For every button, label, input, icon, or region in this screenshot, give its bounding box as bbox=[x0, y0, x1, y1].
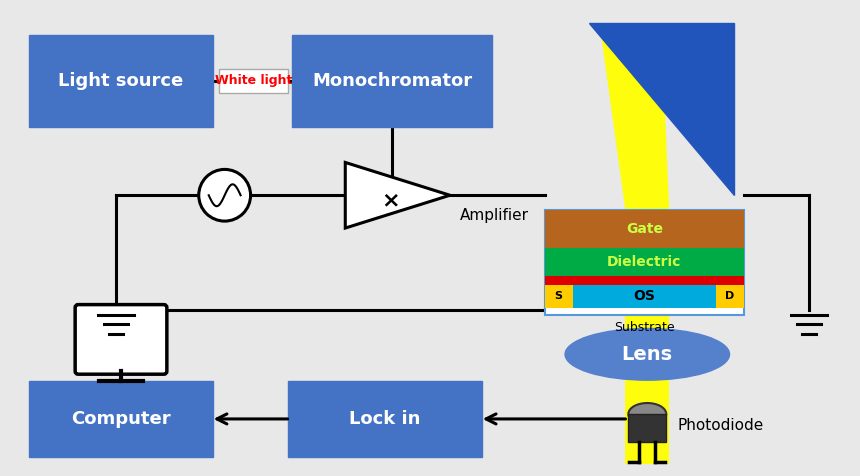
Text: D: D bbox=[725, 291, 734, 301]
Text: S: S bbox=[555, 291, 562, 301]
Text: Computer: Computer bbox=[71, 410, 171, 428]
Bar bbox=[544, 285, 573, 307]
Bar bbox=[218, 69, 288, 93]
Bar bbox=[716, 285, 744, 307]
Text: Lock in: Lock in bbox=[349, 410, 421, 428]
Text: White light: White light bbox=[215, 74, 292, 88]
FancyBboxPatch shape bbox=[29, 381, 212, 456]
FancyBboxPatch shape bbox=[29, 35, 212, 127]
Ellipse shape bbox=[629, 403, 666, 425]
Circle shape bbox=[199, 169, 250, 221]
Polygon shape bbox=[345, 162, 450, 228]
Bar bbox=[544, 210, 744, 248]
Text: OS: OS bbox=[633, 289, 655, 303]
Text: ×: × bbox=[381, 190, 399, 210]
Bar bbox=[544, 285, 744, 307]
Polygon shape bbox=[599, 23, 669, 210]
Polygon shape bbox=[625, 290, 669, 464]
Bar bbox=[629, 414, 666, 442]
Ellipse shape bbox=[565, 328, 729, 380]
Polygon shape bbox=[589, 23, 734, 195]
FancyBboxPatch shape bbox=[288, 381, 482, 456]
Text: Amplifier: Amplifier bbox=[460, 208, 529, 223]
Text: Monochromator: Monochromator bbox=[312, 72, 472, 90]
Text: Gate: Gate bbox=[626, 222, 663, 236]
Bar bbox=[544, 210, 744, 315]
Text: Lens: Lens bbox=[622, 345, 673, 364]
Bar bbox=[544, 248, 744, 276]
Text: Light source: Light source bbox=[58, 72, 184, 90]
FancyBboxPatch shape bbox=[75, 305, 167, 374]
Text: Photodiode: Photodiode bbox=[677, 418, 764, 433]
Bar bbox=[544, 276, 744, 285]
Text: Dielectric: Dielectric bbox=[607, 255, 681, 269]
Text: Substrate: Substrate bbox=[614, 321, 674, 334]
FancyBboxPatch shape bbox=[292, 35, 492, 127]
